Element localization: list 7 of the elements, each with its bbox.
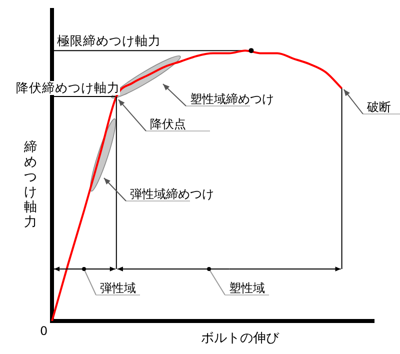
y-axis-title: 締めつけ軸力 [24,140,38,230]
text: 0 [40,324,48,338]
annotation: 破断 [367,100,391,114]
x-axis-title: ボルトの伸び [201,331,279,346]
annotation: 弾性域 [100,281,136,295]
annotation: 塑性域 [229,281,265,295]
ref-line-label: 極限締めつけ軸力 [57,32,161,48]
